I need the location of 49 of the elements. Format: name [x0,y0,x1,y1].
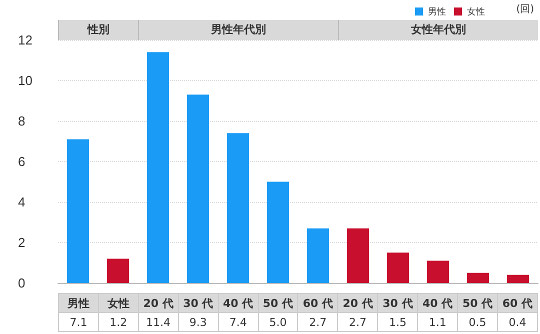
y-tick-label: 8 [18,114,26,128]
y-tick-label: 12 [18,32,32,48]
bar [507,274,529,283]
y-tick-label: 4 [18,194,26,210]
text: 女性年代別 [338,20,538,40]
bar [427,260,449,283]
legend-label: 男性 [428,6,446,16]
data-label: 1.2 [98,312,138,332]
y-tick-label: 6 [18,154,26,169]
data-label: 1.5 [378,312,418,332]
data-label: 0.5 [458,312,498,332]
x-tick-label: 40 代 [218,294,258,312]
x-tick-label: 女性 [98,294,138,312]
bar [387,252,409,283]
text: 性別 [58,20,138,40]
data-label: 0.4 [497,312,538,332]
data-label: 2.7 [338,312,378,332]
x-tick-label: 60 代 [298,294,338,312]
x-tick-label: 60 代 [497,294,538,312]
y-tick-label: 10 [18,73,32,88]
bar [187,94,209,283]
data-label: 2.7 [298,312,338,332]
bar [307,228,329,283]
bar [227,133,249,283]
data-label: 9.3 [178,312,218,332]
text: (回) [516,3,534,16]
x-tick-label: 30 代 [378,294,418,312]
x-tick-label: 男性 [58,294,98,312]
y-tick-label: 2 [18,235,26,250]
data-label: 7.1 [58,312,98,332]
x-tick-label: 20 代 [338,294,378,312]
bar [67,139,89,283]
data-label: 11.4 [138,312,178,332]
bar [147,52,169,283]
x-tick-label: 30 代 [178,294,218,312]
bar [267,182,289,283]
data-label: 7.4 [218,312,258,332]
data-label: 5.0 [258,312,298,332]
bar [467,272,489,283]
data-label: 1.1 [418,312,458,332]
legend-label: 女性 [467,6,485,16]
bar [347,228,369,283]
x-tick-label: 20 代 [138,294,178,312]
x-tick-label: 40 代 [418,294,458,312]
x-tick-label: 50 代 [258,294,298,312]
y-tick-label: 0 [18,276,26,290]
bar [107,258,129,283]
text: 男性年代別 [138,20,338,40]
x-tick-label: 50 代 [458,294,498,312]
